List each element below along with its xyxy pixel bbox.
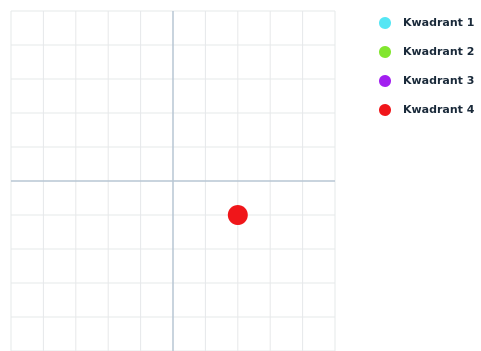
quadrant-legend: Kwadrant 1 Kwadrant 2 Kwadrant 3 Kwadran… [376, 8, 481, 124]
legend-dot-icon [379, 74, 391, 87]
legend-label: Kwadrant 4 [403, 103, 475, 116]
coordinate-plane[interactable] [0, 0, 340, 351]
legend-item-quadrant-4[interactable]: Kwadrant 4 [376, 95, 481, 124]
legend-label: Kwadrant 3 [403, 74, 475, 87]
legend-label: Kwadrant 2 [403, 45, 475, 58]
legend-item-quadrant-2[interactable]: Kwadrant 2 [376, 37, 481, 66]
legend-item-quadrant-1[interactable]: Kwadrant 1 [376, 8, 481, 37]
legend-item-quadrant-3[interactable]: Kwadrant 3 [376, 66, 481, 95]
legend-dot-icon [379, 103, 391, 116]
legend-dot-icon [379, 16, 391, 29]
legend-label: Kwadrant 1 [403, 16, 475, 29]
points-layer [227, 205, 248, 225]
legend-dot-icon [379, 45, 391, 58]
plotted-point[interactable] [227, 205, 248, 225]
